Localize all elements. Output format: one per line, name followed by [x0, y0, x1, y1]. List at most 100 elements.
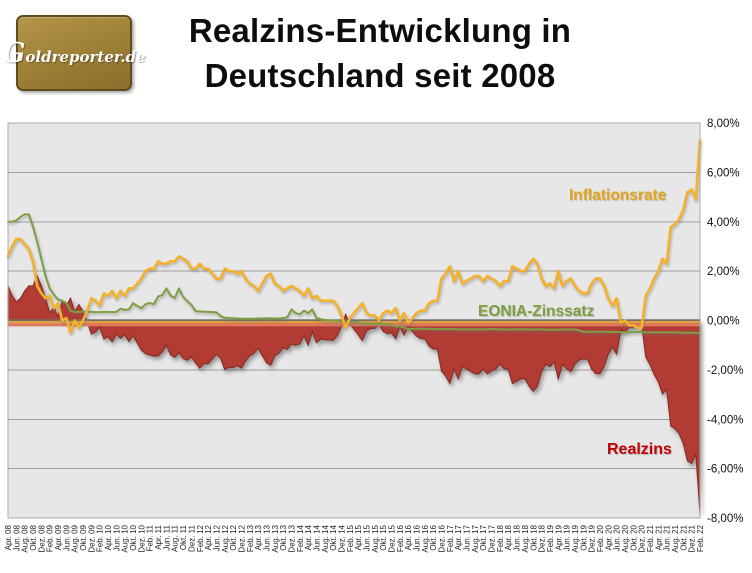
x-tick-label: Apr. 17: [454, 524, 463, 550]
x-tick-label: Dez. 14: [337, 524, 346, 552]
realzins-area: [7, 274, 701, 514]
x-tick-label: Apr. 13: [254, 524, 263, 550]
x-tick-label: Jun. 10: [112, 524, 121, 551]
x-tick-label: Apr. 15: [354, 524, 363, 550]
x-tick-label: Okt. 17: [479, 524, 488, 550]
y-tick-label: -6,00%: [707, 464, 743, 476]
x-tick-label: Apr. 09: [54, 524, 63, 550]
zero-line-salmon: [8, 323, 700, 327]
x-tick-label: Jun. 09: [62, 524, 71, 551]
x-tick-label: Jun. 11: [162, 524, 171, 550]
chart-canvas: 8,00% 6,00% 4,00% 2,00% 0,00% -2,00% -4,00% -6,…: [4, 118, 743, 553]
x-tick-label: Okt. 15: [379, 524, 388, 550]
eonia-line: [7, 213, 701, 334]
x-tick-label: Apr. 16: [404, 524, 413, 550]
y-tick-label: 4,00%: [707, 217, 740, 229]
inflation-line: [6, 138, 702, 335]
x-tick-label: Dez. 11: [187, 524, 196, 552]
x-tick-label: Jun. 20: [613, 524, 622, 551]
y-tick-label: 8,00%: [707, 118, 740, 130]
x-tick-label: Okt. 18: [529, 524, 538, 550]
x-tick-label: Jun. 15: [363, 524, 372, 551]
x-tick-label: Dez. 20: [638, 524, 647, 552]
x-tick-label: Feb. 16: [396, 524, 405, 552]
x-tick-label: Aug. 15: [371, 524, 380, 552]
x-tick-label: Apr. 21: [654, 524, 663, 550]
x-tick-label: Feb. 11: [146, 524, 155, 551]
x-tick-label: Jun. 19: [563, 524, 572, 551]
x-tick-label: Okt. 11: [179, 524, 188, 550]
eonia-series-label: EONIA-Zinssatz: [478, 303, 595, 320]
x-tick-label: Jun. 14: [312, 524, 321, 551]
x-tick-label: Feb. 10: [96, 524, 105, 552]
x-tick-label: Feb. 15: [346, 524, 355, 552]
x-tick-label: Aug. 09: [71, 524, 80, 552]
x-tick-label: Feb. 19: [546, 524, 555, 552]
y-tick-label: -2,00%: [707, 365, 743, 377]
chart-area: 8,00% 6,00% 4,00% 2,00% 0,00% -2,00% -4,00% -6,…: [0, 115, 752, 573]
x-tick-label: Apr. 08: [4, 524, 13, 550]
x-tick-label: Dez. 16: [438, 524, 447, 552]
x-tick-label: Feb. 12: [196, 524, 205, 552]
x-tick-label: Apr. 14: [304, 524, 313, 550]
x-tick-label: Apr. 19: [554, 524, 563, 550]
x-tick-label: Aug. 12: [221, 524, 230, 552]
goldreporter-logo-text: Goldreporter.de: [2, 37, 146, 69]
x-tick-label: Dez. 19: [588, 524, 597, 552]
x-tick-label: Aug. 18: [521, 524, 530, 552]
x-tick-label: Aug. 17: [471, 524, 480, 552]
y-tick-label: -4,00%: [707, 414, 743, 426]
x-tick-label: Feb. 18: [496, 524, 505, 552]
x-tick-label: Jun. 12: [212, 524, 221, 551]
x-tick-label: Apr. 20: [604, 524, 613, 550]
x-tick-label: Okt. 12: [229, 524, 238, 550]
x-tick-label: Feb. 21: [646, 524, 655, 552]
x-tick-label: Okt. 16: [429, 524, 438, 550]
page-title-line2: Deutschland seit 2008: [204, 57, 556, 94]
x-tick-label: Dez. 15: [388, 524, 397, 552]
x-tick-label: Dez. 13: [287, 524, 296, 552]
x-tick-label: Apr. 18: [504, 524, 513, 550]
x-tick-label: Okt. 13: [279, 524, 288, 550]
x-tick-label: Aug. 10: [121, 524, 130, 552]
goldreporter-logo: Goldreporter.de: [2, 15, 146, 91]
x-tick-label: Dez. 21: [688, 524, 697, 552]
realzins-series-label: Realzins: [607, 441, 672, 458]
x-tick-label: Aug. 19: [571, 524, 580, 552]
plot-border: [7, 122, 701, 519]
x-tick-label: Aug. 13: [271, 524, 280, 552]
x-tick-label: Feb. 13: [246, 524, 255, 552]
x-tick-label: Dez. 12: [237, 524, 246, 552]
page-title: Realzins-Entwicklung in Deutschland seit…: [140, 8, 620, 98]
x-tick-label: Apr. 10: [104, 524, 113, 550]
x-tick-label: Okt. 10: [129, 524, 138, 550]
x-tick-label: Dez. 08: [37, 524, 46, 552]
x-tick-label: Dez. 09: [87, 524, 96, 552]
x-tick-label: Okt. 14: [329, 524, 338, 550]
x-tick-label: Aug. 21: [671, 524, 680, 552]
x-tick-label: Okt. 19: [579, 524, 588, 550]
x-tick-label: Jun. 21: [663, 524, 672, 551]
x-tick-label: Feb. 14: [296, 524, 305, 552]
x-tick-label: Apr. 11: [154, 524, 163, 549]
x-tick-label: Okt. 09: [79, 524, 88, 550]
x-tick-label: Aug. 16: [421, 524, 430, 552]
x-tick-label: Feb. 09: [46, 524, 55, 552]
x-tick-label: Aug. 08: [21, 524, 30, 552]
x-tick-label: Apr. 12: [204, 524, 213, 550]
y-tick-label: 0,00%: [707, 316, 740, 328]
x-tick-label: Dez. 10: [137, 524, 146, 552]
x-tick-label: Feb. 20: [596, 524, 605, 552]
x-tick-label: Jun. 17: [463, 524, 472, 551]
y-tick-label: 6,00%: [707, 167, 740, 179]
x-tick-label: Dez. 17: [488, 524, 497, 552]
x-tick-label: Aug. 20: [621, 524, 630, 552]
inflation-series-label: Inflationsrate: [569, 187, 667, 204]
x-tick-label: Jun. 13: [262, 524, 271, 551]
x-tick-label: Aug. 11: [171, 524, 180, 552]
x-tick-label: Jun. 16: [413, 524, 422, 551]
x-tick-label: Okt. 21: [679, 524, 688, 550]
x-tick-label: Okt. 20: [629, 524, 638, 550]
x-tick-label: Dez. 18: [538, 524, 547, 552]
